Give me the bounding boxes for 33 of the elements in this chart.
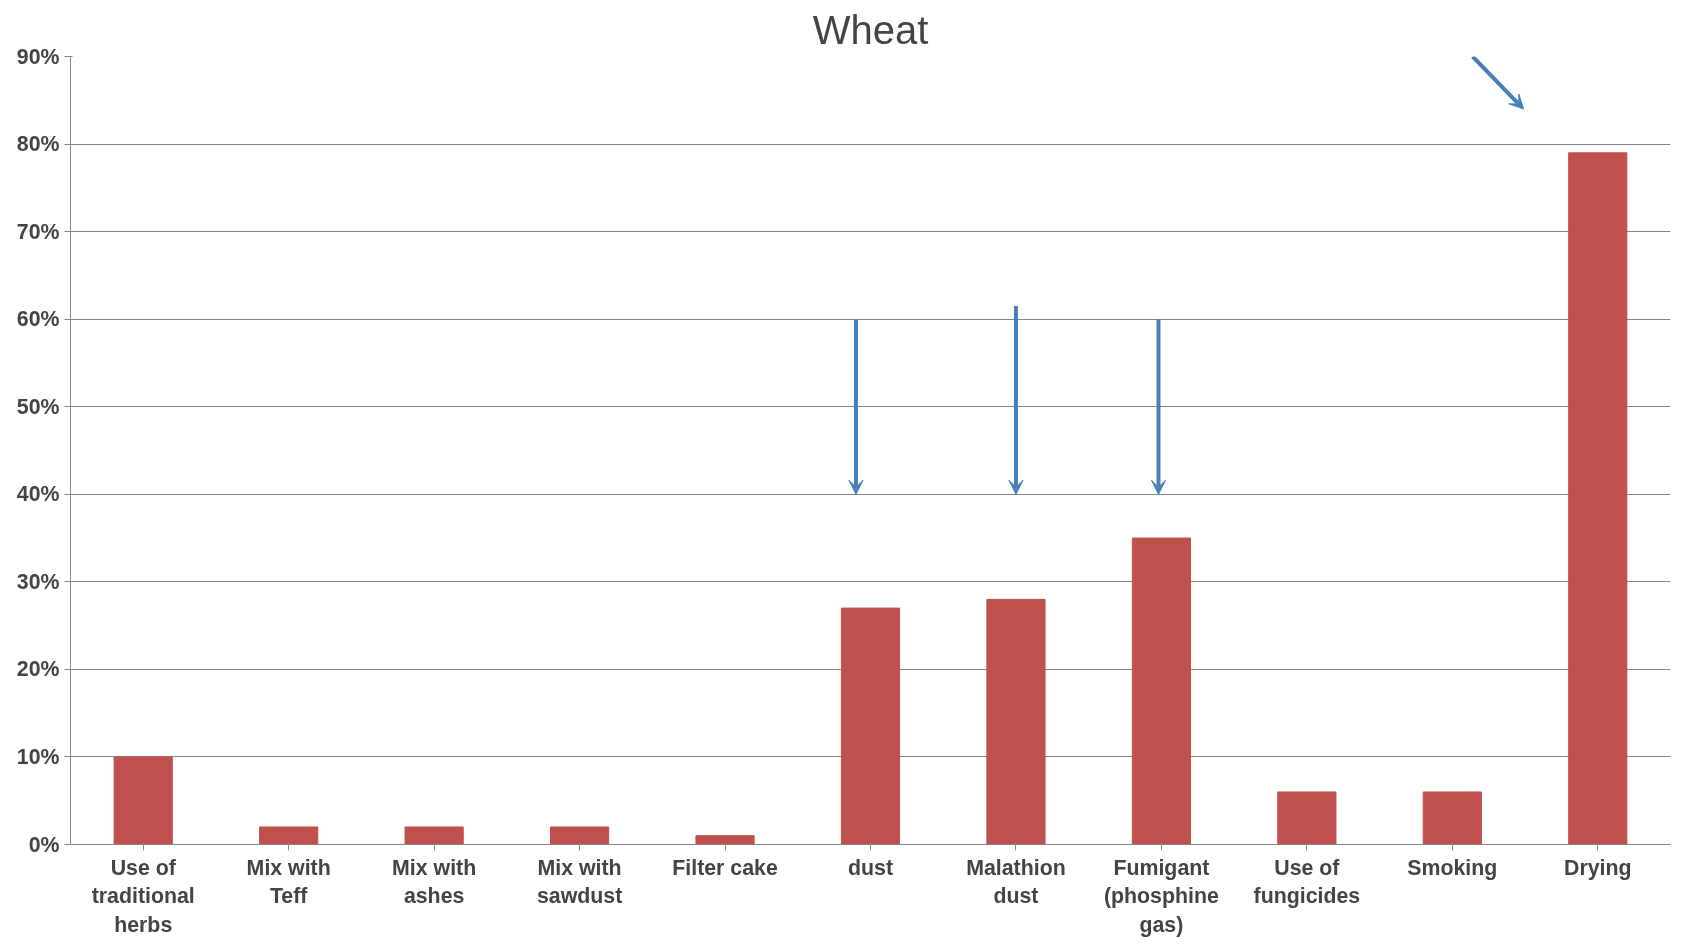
y-tick-label: 60% <box>16 307 60 332</box>
bar <box>695 835 755 845</box>
y-tick-label: 10% <box>16 744 60 769</box>
x-tick-label: Filter cake <box>672 855 778 880</box>
x-tick-label: Use of fungicides <box>1253 855 1361 909</box>
y-tick-label: 40% <box>16 482 60 507</box>
bar <box>1422 791 1482 845</box>
bar <box>1568 152 1628 845</box>
x-tick-label: Mix with ashes <box>392 855 477 909</box>
bar <box>113 756 173 845</box>
x-tick-label: Malathion dust <box>966 855 1066 909</box>
y-tick-label: 30% <box>16 569 60 594</box>
x-tick-label: Mix with Teff <box>246 855 331 909</box>
y-tick-label: 20% <box>16 657 60 682</box>
bar <box>840 607 901 845</box>
bar <box>259 826 319 845</box>
x-tick-label: Drying <box>1564 855 1632 880</box>
y-tick-label: 70% <box>16 219 60 244</box>
x-tick-label: dust <box>847 855 894 880</box>
bar <box>1277 791 1337 845</box>
y-tick-label: 0% <box>28 832 60 857</box>
y-tick-label: 90% <box>16 44 60 69</box>
y-tick-label: 50% <box>16 394 60 419</box>
x-tick-label: Fumigant (phosphine gas) <box>1103 855 1220 938</box>
bar <box>1131 537 1191 845</box>
bar <box>550 826 610 845</box>
bar <box>404 826 464 845</box>
y-tick-label: 80% <box>16 132 60 157</box>
x-tick-label: Mix with sawdust <box>536 855 623 909</box>
x-tick-label: Use of traditional herbs <box>91 855 195 938</box>
chart-title: Wheat <box>812 7 929 52</box>
x-tick-label: Smoking <box>1407 855 1498 880</box>
bar <box>986 598 1046 845</box>
